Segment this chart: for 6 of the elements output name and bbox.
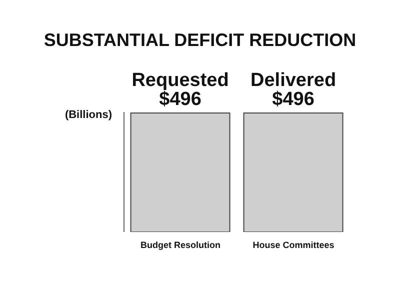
x-tick-label: Budget Resolution xyxy=(140,240,220,250)
data-label: Requested $496 xyxy=(132,70,229,110)
x-tick-label: House Committees xyxy=(252,240,334,250)
y-axis-title: (Billions) xyxy=(64,109,112,121)
chart-title: SUBSTANTIAL DEFICIT REDUCTION xyxy=(42,30,358,51)
data-label: Delivered $496 xyxy=(250,70,336,110)
